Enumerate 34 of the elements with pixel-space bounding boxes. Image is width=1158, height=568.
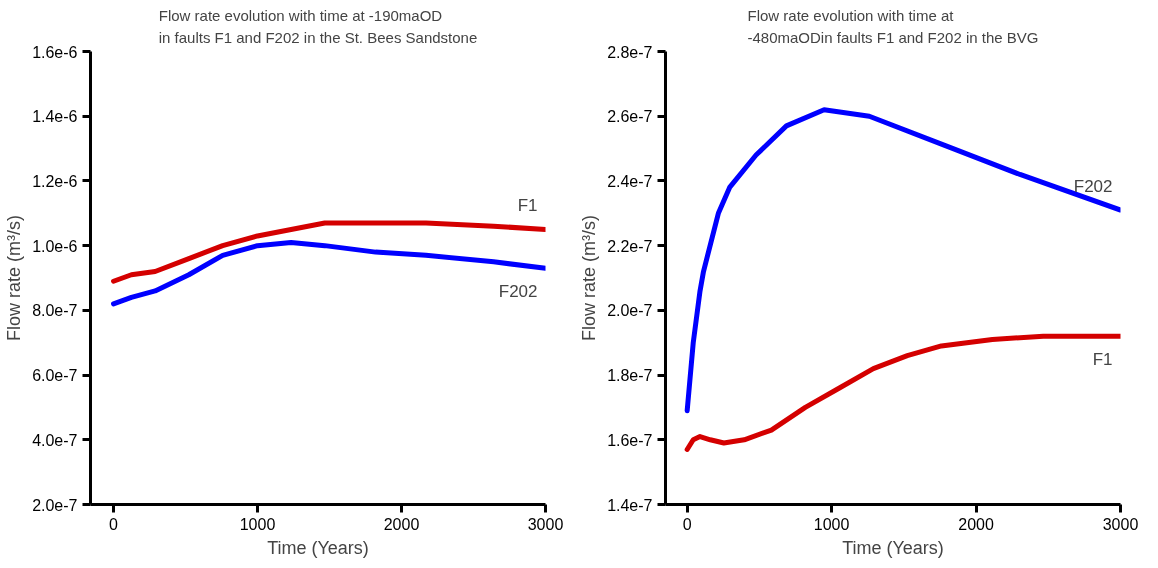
x-tick-label: 0 [682, 515, 692, 533]
series-label: F202 [1073, 177, 1113, 197]
y-tick-label: 4.0e-7 [32, 431, 78, 449]
x-tick-label: 0 [109, 515, 119, 533]
x-tick-label: 2000 [383, 515, 420, 533]
y-tick-label: 1.4e-6 [32, 108, 78, 126]
x-axis-title: Time (Years) [267, 537, 369, 558]
y-tick-label: 2.0e-7 [607, 302, 653, 320]
series-label: F1 [1092, 350, 1113, 370]
y-tick-label: 2.8e-7 [607, 43, 653, 61]
y-tick-label: 1.0e-6 [32, 237, 78, 255]
series-label: F202 [498, 282, 538, 302]
x-tick-label: 1000 [239, 515, 276, 533]
y-axis-title: Flow rate (m³/s) [579, 215, 600, 341]
y-tick-label: 2.4e-7 [607, 172, 653, 190]
y-tick-label: 2.0e-7 [32, 496, 78, 514]
y-tick-label: 1.4e-7 [607, 496, 653, 514]
y-tick-label: 2.6e-7 [607, 108, 653, 126]
x-axis-title: Time (Years) [842, 537, 944, 558]
y-tick-label: 1.2e-6 [32, 172, 78, 190]
x-tick-label: 2000 [958, 515, 994, 533]
y-tick-label: 1.8e-7 [607, 367, 653, 385]
x-tick-label: 3000 [527, 515, 564, 533]
series-label: F1 [517, 196, 538, 216]
chart-title: Flow rate evolution with time at -480maODin faults F1 and F202 in the BVG [747, 7, 1039, 47]
y-tick-label: 6.0e-7 [32, 367, 78, 385]
y-tick-label: 1.6e-7 [607, 431, 653, 449]
y-tick-label: 1.6e-6 [32, 43, 78, 61]
x-tick-label: 3000 [1102, 515, 1139, 533]
y-axis-title: Flow rate (m³/s) [4, 215, 25, 341]
y-tick-label: 2.2e-7 [607, 237, 653, 255]
x-tick-label: 1000 [813, 515, 850, 533]
y-tick-label: 8.0e-7 [32, 302, 78, 320]
chart-title: Flow rate evolution with time at -190maOD in faults F1 and F202 in the St. Bees Sandstone [158, 7, 478, 47]
